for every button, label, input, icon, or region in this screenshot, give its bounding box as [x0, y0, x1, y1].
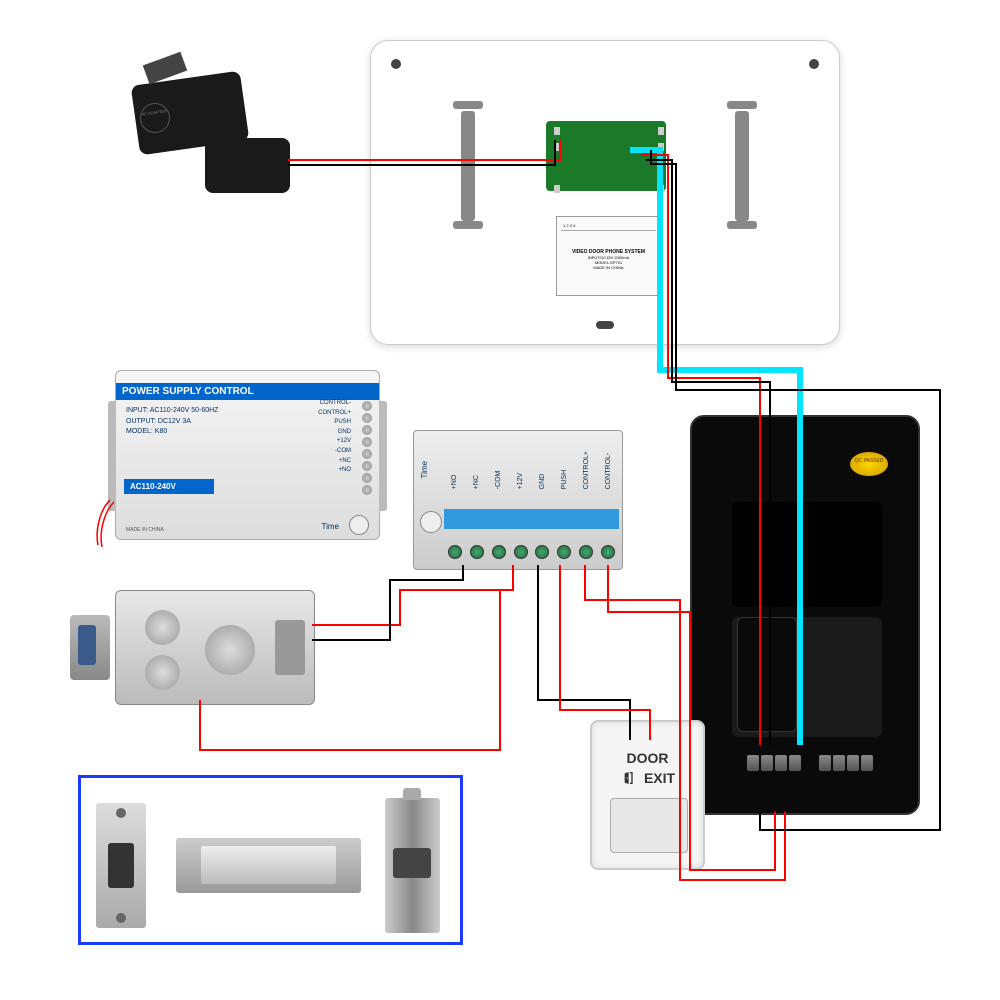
power-adapter: AC ADAPTER — [135, 48, 290, 198]
qc-sticker: QC PASSED — [850, 452, 888, 476]
lock-options-box — [78, 775, 463, 945]
wire-terminal-to-exit-red — [560, 565, 650, 740]
power-supply-control: POWER SUPPLY CONTROL INPUT: AC110-240V 5… — [115, 370, 380, 540]
camera-terminals — [747, 755, 801, 771]
psu-specs: INPUT: AC110-240V 50-60HZ OUTPUT: DC12V … — [126, 406, 218, 438]
psu-terminal-labels: CONTROL- CONTROL+ PUSH GND +12V -COM +NC… — [318, 399, 351, 476]
terminal-block: Time +NO +NC -COM +12V GND PUSH CONTROL+… — [413, 430, 623, 570]
video-monitor: 1 2 3 4 VIDEO DOOR PHONE SYSTEM INPUT:DC… — [370, 40, 840, 345]
psu-ac-label: AC110-240V — [124, 479, 214, 494]
psu-title: POWER SUPPLY CONTROL — [116, 383, 379, 400]
bolt-lock — [385, 798, 440, 933]
door-exit-button: DOOR EXIT — [590, 720, 705, 870]
exit-label-1: DOOR — [592, 750, 703, 766]
strike-lock — [96, 803, 146, 928]
wire-elock-to-terminal-black — [312, 565, 463, 640]
electric-lock — [70, 590, 315, 705]
monitor-pcb — [546, 121, 666, 191]
outdoor-camera: QC PASSED — [690, 415, 920, 815]
exit-push-area[interactable] — [610, 798, 688, 853]
magnetic-lock — [176, 838, 361, 893]
wire-elock-to-terminal-red — [312, 565, 513, 625]
exit-label-2: EXIT — [604, 770, 715, 786]
monitor-spec-label: 1 2 3 4 VIDEO DOOR PHONE SYSTEM INPUT:DC… — [556, 216, 661, 296]
terminal-block-screws — [444, 545, 619, 559]
terminal-block-labels: +NO +NC -COM +12V GND PUSH CONTROL+ CONT… — [444, 451, 619, 489]
wire-terminal-to-exit-black — [538, 565, 630, 740]
